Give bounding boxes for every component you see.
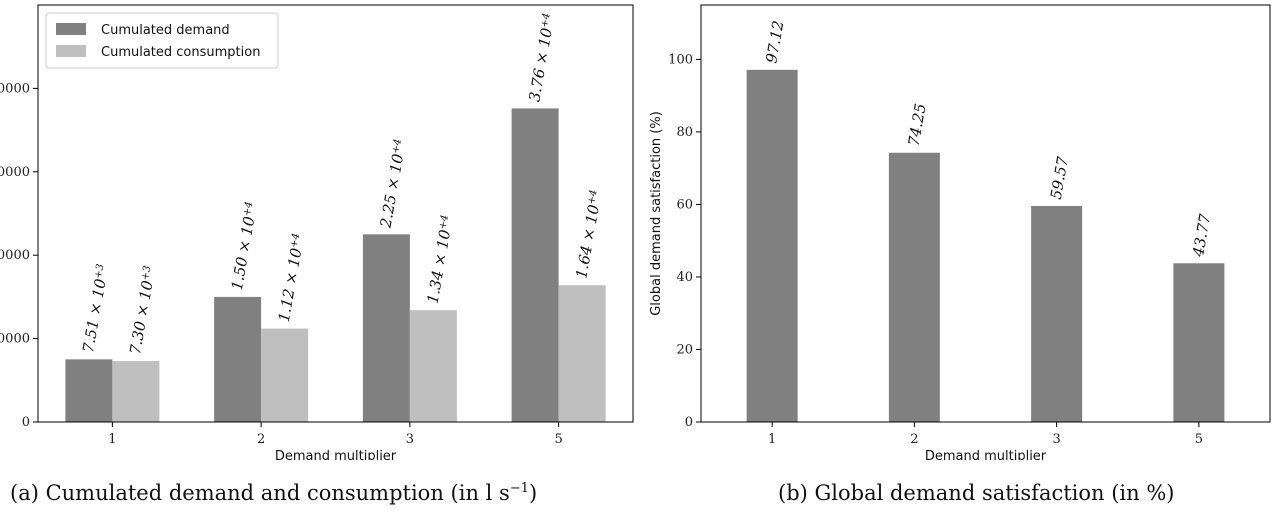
x-tick-label: 5 xyxy=(1195,432,1203,447)
legend: Cumulated demand Cumulated consumption xyxy=(45,12,279,69)
data-label: 1.50 × 10+4 xyxy=(228,200,261,291)
x-tick-label: 5 xyxy=(554,432,562,447)
legend-swatch xyxy=(56,45,86,57)
y-tick-label: 20 xyxy=(676,342,693,357)
legend-label: Cumulated consumption xyxy=(101,45,260,60)
caption-b: (b) Global demand satisfaction (in %) xyxy=(778,481,1175,505)
data-label: 3.76 × 10+4 xyxy=(525,12,558,103)
bar xyxy=(1173,263,1225,422)
bar xyxy=(1031,205,1083,422)
legend-box xyxy=(45,12,279,69)
data-label: 1.64 × 10+4 xyxy=(572,189,605,280)
y-tick-label: 0 xyxy=(22,415,30,430)
data-label: 1.34 × 10+4 xyxy=(424,214,457,305)
x-tick-label: 3 xyxy=(1052,432,1060,447)
legend-swatch xyxy=(56,23,86,35)
x-tick-label: 1 xyxy=(108,432,116,447)
plot-frame xyxy=(37,4,634,423)
bar xyxy=(362,234,410,422)
data-label: 1.12 × 10+4 xyxy=(275,232,308,323)
data-label: 7.30 × 10+3 xyxy=(126,265,159,356)
data-label: 7.51 × 10+3 xyxy=(79,263,112,354)
data-label: 2.25 × 10+4 xyxy=(376,138,409,230)
x-tick-label: 2 xyxy=(910,432,918,447)
y-tick-label: 10000 xyxy=(0,332,30,347)
y-tick-label: 40 xyxy=(676,270,693,285)
bar xyxy=(409,310,457,422)
plot-frame xyxy=(700,4,1271,423)
chart-cumulated-demand: 0 10000 20000 30000 40000 7.51 × 10+3 7.30 × 1… xyxy=(0,4,634,460)
bar xyxy=(214,296,262,422)
y-tick-label: 40000 xyxy=(0,81,30,96)
y-tick-label: 20000 xyxy=(0,248,30,263)
caption-a: (a) Cumulated demand and consumption (in… xyxy=(10,481,538,505)
bar xyxy=(511,108,559,422)
y-tick-label: 100 xyxy=(668,52,693,67)
y-tick-label: 60 xyxy=(676,197,693,212)
bar xyxy=(746,69,798,422)
data-label: 59.57 xyxy=(1047,155,1072,201)
legend-label: Cumulated demand xyxy=(101,23,230,38)
figure: 0 10000 20000 30000 40000 7.51 × 10+3 7.30 × 1… xyxy=(0,4,1271,460)
y-tick-label: 80 xyxy=(676,125,693,140)
data-label: 43.77 xyxy=(1189,212,1214,259)
x-tick-label: 2 xyxy=(257,432,265,447)
bar xyxy=(65,359,113,422)
x-axis-label: Demand multiplier xyxy=(275,449,397,460)
x-tick-label: 3 xyxy=(406,432,414,447)
y-tick-label: 0 xyxy=(685,415,693,430)
bar xyxy=(888,152,940,422)
y-axis-label: Global demand satisfaction (%) xyxy=(649,111,664,316)
bar xyxy=(112,361,160,422)
data-label: 97.12 xyxy=(762,19,787,64)
bar xyxy=(558,285,606,422)
x-axis-label: Demand multiplier xyxy=(925,449,1047,460)
chart-global-satisfaction: 0 20 40 60 80 100 97.12 1 74.25 2 59.57 3 43.77 5 Dema… xyxy=(649,4,1271,460)
bar xyxy=(261,328,309,422)
data-label: 74.25 xyxy=(905,102,930,147)
x-tick-label: 1 xyxy=(768,432,776,447)
y-tick-label: 30000 xyxy=(0,165,30,180)
